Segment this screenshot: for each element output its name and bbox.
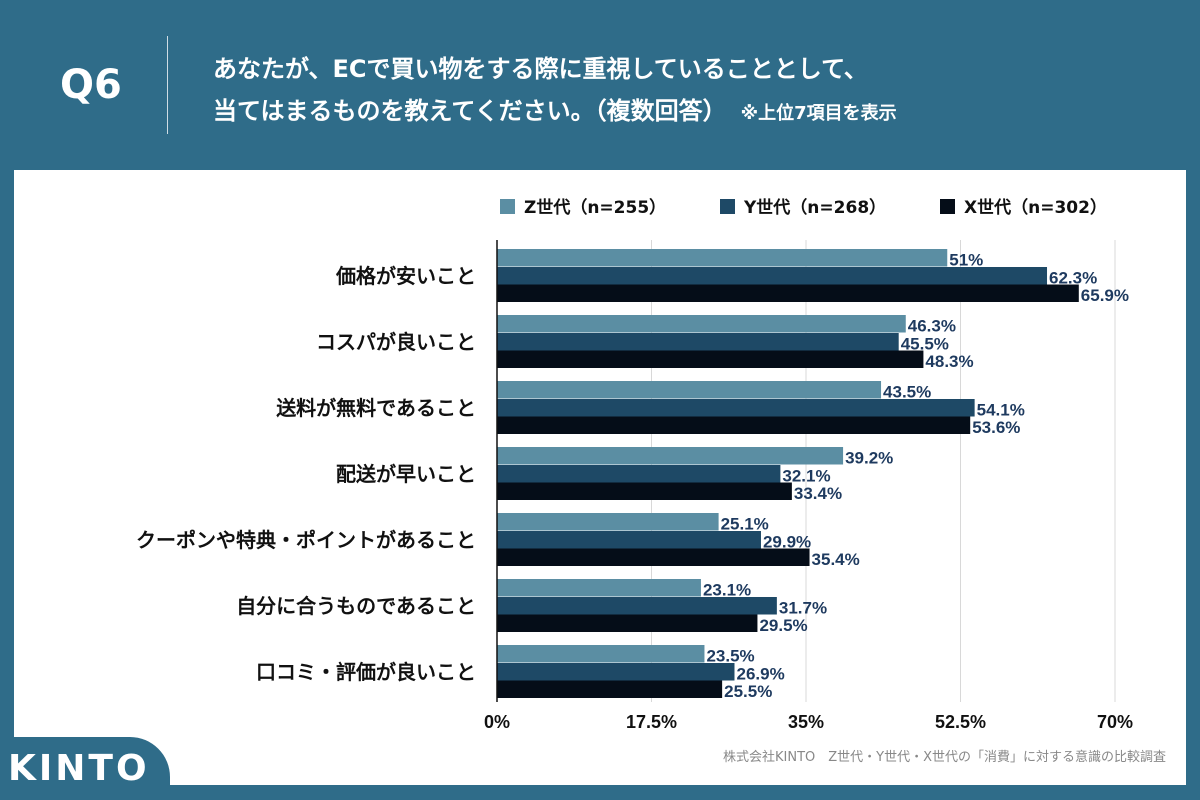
divider bbox=[167, 36, 168, 134]
bar bbox=[497, 645, 705, 663]
bar bbox=[497, 416, 971, 434]
kinto-logo: KINTO bbox=[8, 748, 150, 789]
data-label: 43.5% bbox=[883, 383, 931, 402]
data-label: 53.6% bbox=[972, 418, 1020, 437]
x-tick-label: 17.5% bbox=[626, 712, 677, 732]
data-label: 29.9% bbox=[763, 533, 811, 552]
question-title: あなたが、ECで買い物をする際に重視していることとして、 当てはまるものを教えて… bbox=[213, 48, 897, 135]
x-tick-label: 52.5% bbox=[935, 712, 986, 732]
bar bbox=[497, 614, 758, 632]
category-label: コスパが良いこと bbox=[316, 330, 476, 354]
category-label: 自分に合うものであること bbox=[236, 594, 476, 618]
legend-label: Z世代（n=255） bbox=[524, 197, 666, 218]
data-label: 45.5% bbox=[901, 335, 949, 354]
bar bbox=[497, 597, 777, 615]
category-label: クーポンや特典・ポイントがあること bbox=[136, 528, 476, 552]
bar bbox=[497, 579, 701, 597]
data-label: 32.1% bbox=[782, 467, 830, 486]
category-label: 配送が早いこと bbox=[336, 462, 476, 486]
category-label: 送料が無料であること bbox=[276, 396, 476, 420]
data-label: 33.4% bbox=[794, 484, 842, 503]
x-tick-label: 0% bbox=[484, 712, 510, 732]
bar bbox=[497, 381, 882, 399]
category-label: 価格が安いこと bbox=[335, 264, 476, 288]
data-label: 23.5% bbox=[706, 647, 754, 666]
bar bbox=[497, 284, 1079, 302]
title-note: ※上位7項目を表示 bbox=[740, 103, 897, 124]
bar bbox=[497, 399, 975, 417]
bar bbox=[497, 482, 792, 500]
legend-swatch bbox=[940, 199, 955, 214]
data-label: 39.2% bbox=[845, 449, 893, 468]
title-line-1: あなたが、ECで買い物をする際に重視していることとして、 bbox=[213, 55, 868, 83]
x-tick-label: 70% bbox=[1097, 712, 1133, 732]
logo-tab bbox=[0, 737, 170, 800]
bar bbox=[497, 249, 948, 267]
data-label: 51% bbox=[949, 251, 983, 270]
title-line-2: 当てはまるものを教えてください。（複数回答） bbox=[213, 97, 727, 125]
data-label: 29.5% bbox=[759, 616, 807, 635]
data-label: 54.1% bbox=[977, 401, 1025, 420]
bar bbox=[497, 680, 723, 698]
data-label: 23.1% bbox=[703, 581, 751, 600]
legend-label: X世代（n=302） bbox=[964, 197, 1107, 218]
data-label: 48.3% bbox=[925, 352, 973, 371]
bar bbox=[497, 315, 906, 333]
bar bbox=[497, 333, 899, 351]
category-label: 口コミ・評価が良いこと bbox=[256, 660, 476, 684]
legend-swatch bbox=[720, 199, 735, 214]
data-label: 65.9% bbox=[1081, 286, 1129, 305]
bar bbox=[497, 447, 844, 465]
data-label: 26.9% bbox=[736, 665, 784, 684]
legend-label: Y世代（n=268） bbox=[743, 197, 886, 218]
data-label: 25.5% bbox=[724, 682, 772, 701]
bar bbox=[497, 548, 810, 566]
data-label: 46.3% bbox=[908, 317, 956, 336]
bar bbox=[497, 267, 1048, 285]
legend-swatch bbox=[500, 199, 515, 214]
data-label: 25.1% bbox=[721, 515, 769, 534]
bar bbox=[497, 350, 924, 368]
bar bbox=[497, 531, 761, 549]
source-note: 株式会社KINTO Z世代・Y世代・X世代の「消費」に対する意識の比較調査 bbox=[722, 750, 1166, 765]
data-label: 31.7% bbox=[779, 599, 827, 618]
data-label: 35.4% bbox=[812, 550, 860, 569]
x-tick-label: 35% bbox=[788, 712, 824, 732]
data-label: 62.3% bbox=[1049, 269, 1097, 288]
bar bbox=[497, 663, 735, 681]
bar bbox=[497, 513, 719, 531]
question-number: Q6 bbox=[60, 62, 122, 108]
bar bbox=[497, 465, 781, 483]
